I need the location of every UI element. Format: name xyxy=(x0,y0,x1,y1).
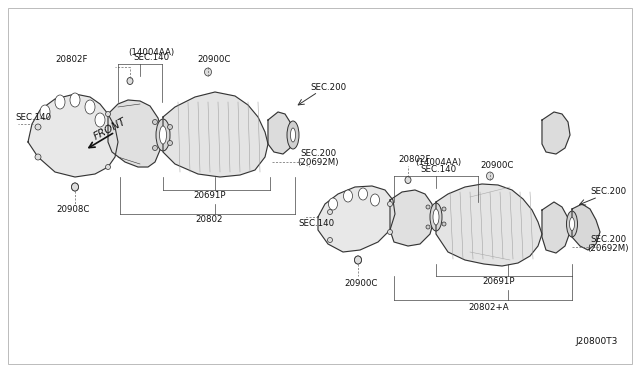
Polygon shape xyxy=(542,202,570,253)
Ellipse shape xyxy=(168,141,173,145)
Ellipse shape xyxy=(344,190,353,202)
Ellipse shape xyxy=(355,256,362,264)
Text: SEC.200: SEC.200 xyxy=(310,83,346,92)
Text: SEC.140: SEC.140 xyxy=(15,113,51,122)
Text: SEC.200: SEC.200 xyxy=(590,235,626,244)
Ellipse shape xyxy=(566,211,577,237)
Ellipse shape xyxy=(387,202,392,206)
Ellipse shape xyxy=(205,68,211,76)
Text: SEC.140: SEC.140 xyxy=(420,164,456,173)
Ellipse shape xyxy=(426,205,430,209)
Ellipse shape xyxy=(426,225,430,229)
Ellipse shape xyxy=(156,119,170,151)
Ellipse shape xyxy=(442,207,446,211)
Ellipse shape xyxy=(405,176,411,183)
Text: J20800T3: J20800T3 xyxy=(575,337,618,346)
Ellipse shape xyxy=(168,125,173,129)
Text: 20802F: 20802F xyxy=(398,154,431,164)
Ellipse shape xyxy=(159,126,166,144)
Ellipse shape xyxy=(328,198,337,210)
Ellipse shape xyxy=(291,128,296,142)
Text: (20692M): (20692M) xyxy=(297,157,339,167)
Ellipse shape xyxy=(371,194,380,206)
Polygon shape xyxy=(268,112,292,154)
Ellipse shape xyxy=(358,188,367,200)
Ellipse shape xyxy=(442,222,446,226)
Text: FRONT: FRONT xyxy=(92,116,128,142)
Ellipse shape xyxy=(328,237,333,243)
Text: 20802: 20802 xyxy=(195,215,223,224)
Ellipse shape xyxy=(328,209,333,215)
Text: 20900C: 20900C xyxy=(480,160,513,170)
Ellipse shape xyxy=(106,112,111,116)
Polygon shape xyxy=(28,94,118,177)
Polygon shape xyxy=(436,184,542,266)
Text: 20802F: 20802F xyxy=(55,55,88,64)
Polygon shape xyxy=(390,190,434,246)
Ellipse shape xyxy=(570,218,575,231)
Text: 20802+A: 20802+A xyxy=(468,302,509,311)
Text: 20908C: 20908C xyxy=(56,205,90,214)
Text: SEC.200: SEC.200 xyxy=(590,187,626,196)
Ellipse shape xyxy=(486,172,493,180)
Ellipse shape xyxy=(287,121,299,149)
Ellipse shape xyxy=(430,203,442,231)
Text: (20692M): (20692M) xyxy=(587,244,628,253)
Ellipse shape xyxy=(55,95,65,109)
Ellipse shape xyxy=(70,93,80,107)
Ellipse shape xyxy=(72,183,79,191)
Ellipse shape xyxy=(106,164,111,170)
Text: 20900C: 20900C xyxy=(344,279,378,289)
Text: SEC.200: SEC.200 xyxy=(300,150,336,158)
Ellipse shape xyxy=(127,77,133,84)
Polygon shape xyxy=(108,100,162,167)
Text: 20691P: 20691P xyxy=(193,192,225,201)
Ellipse shape xyxy=(35,124,41,130)
Ellipse shape xyxy=(72,183,79,191)
Ellipse shape xyxy=(433,209,439,225)
Ellipse shape xyxy=(152,119,157,125)
Polygon shape xyxy=(318,186,395,252)
Ellipse shape xyxy=(387,230,392,234)
Text: 20900C: 20900C xyxy=(197,55,230,64)
Ellipse shape xyxy=(95,113,105,127)
Polygon shape xyxy=(572,204,600,250)
Polygon shape xyxy=(542,112,570,154)
Text: (14004AA): (14004AA) xyxy=(128,48,174,57)
Text: SEC.140: SEC.140 xyxy=(298,219,334,228)
Text: (14004AA): (14004AA) xyxy=(415,157,461,167)
Text: SEC.140: SEC.140 xyxy=(133,54,169,62)
Ellipse shape xyxy=(355,256,362,264)
Polygon shape xyxy=(163,92,268,177)
Ellipse shape xyxy=(152,145,157,151)
Text: 20691P: 20691P xyxy=(482,278,515,286)
Ellipse shape xyxy=(40,105,50,119)
Ellipse shape xyxy=(35,154,41,160)
Ellipse shape xyxy=(85,100,95,114)
